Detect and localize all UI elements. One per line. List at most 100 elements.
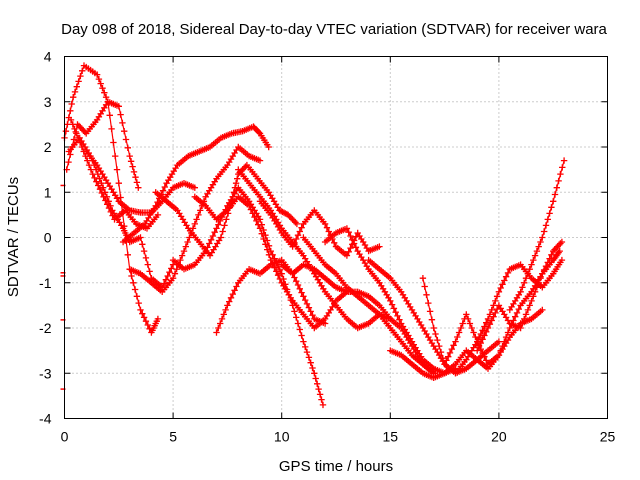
data-point [77,72,84,80]
chart-title: Day 098 of 2018, Sidereal Day-to-day VTE… [61,21,607,38]
data-point [144,261,151,268]
data-point [392,309,399,316]
data-point [515,305,522,313]
series-track-7 [126,143,264,295]
data-point [531,288,539,295]
data-point [179,252,186,259]
y-axis-label: SDTVAR / TECUs [5,177,22,297]
data-point [546,255,553,262]
data-point [289,243,296,250]
data-point [267,247,274,255]
data-point [300,338,307,345]
data-point [132,174,139,181]
data-point [154,315,162,323]
data-point [540,266,548,274]
data-point [483,357,490,364]
data-point [540,228,548,235]
data-point [87,166,95,173]
data-point [481,332,488,339]
tick-labels: 0 5 10 15 20 25 -4 -3 -2 -1 0 1 2 3 4 [39,49,615,445]
data-point [475,343,483,351]
data-point [73,83,80,90]
data-point [479,327,486,334]
data-point [349,236,356,243]
data-point [264,246,271,253]
data-point [256,216,264,223]
data-point [229,290,236,298]
data-point [470,329,477,336]
data-point [321,320,329,327]
data-point [474,338,481,345]
data-point [475,334,483,341]
data-point [331,239,338,246]
data-point [126,152,133,160]
data-point [226,298,233,305]
data-point [221,222,228,229]
data-point [139,241,146,248]
data-point [71,125,78,133]
data-point [319,401,327,409]
data-point [180,247,188,255]
data-point [490,302,497,309]
data-point [135,299,142,307]
data-point [542,263,550,270]
data-point [294,232,302,239]
data-point [539,270,546,277]
data-point [296,326,303,333]
data-point [137,306,144,314]
data-point [502,333,510,341]
data-point [318,396,325,403]
data-point [472,333,479,341]
data-point [396,316,403,323]
data-point [293,220,301,228]
data-point [220,311,227,318]
data-point [499,342,506,350]
x-tick-label: 15 [383,429,399,445]
data-point [486,321,494,328]
data-point [223,216,230,223]
data-point [293,278,300,285]
data-point [483,328,490,335]
data-point [526,266,533,273]
data-point [501,277,508,284]
data-point [484,324,492,332]
data-point [127,158,135,165]
data-point [144,321,151,329]
data-point [101,89,108,96]
data-point [495,288,503,295]
data-point [131,286,139,293]
data-point [95,182,102,189]
data-point [95,75,103,83]
data-point [68,100,75,108]
series-track-16 [321,225,459,377]
data-point [345,248,352,255]
data-point [528,261,535,268]
data-point [171,270,179,277]
data-point [202,247,209,255]
data-point [323,224,331,231]
data-point [227,294,235,301]
data-point [159,187,167,194]
data-point [533,247,541,255]
data-point [133,179,141,186]
data-point [211,229,218,236]
data-point [113,166,121,173]
data-point [137,234,144,241]
data-point [345,229,352,236]
data-point [258,230,265,237]
x-tick-label: 10 [274,429,290,445]
data-point [452,338,459,345]
data-point [539,306,546,314]
data-point [343,225,351,232]
x-tick-label: 5 [169,429,177,445]
data-point [102,94,110,101]
y-tick-label: 3 [44,94,52,110]
data-point [215,221,222,228]
data-point [133,293,141,300]
data-point [504,269,512,277]
data-point [437,348,445,356]
data-point [522,275,530,282]
data-point [457,324,465,332]
data-point [430,324,437,332]
y-tick-label: 4 [44,49,52,65]
